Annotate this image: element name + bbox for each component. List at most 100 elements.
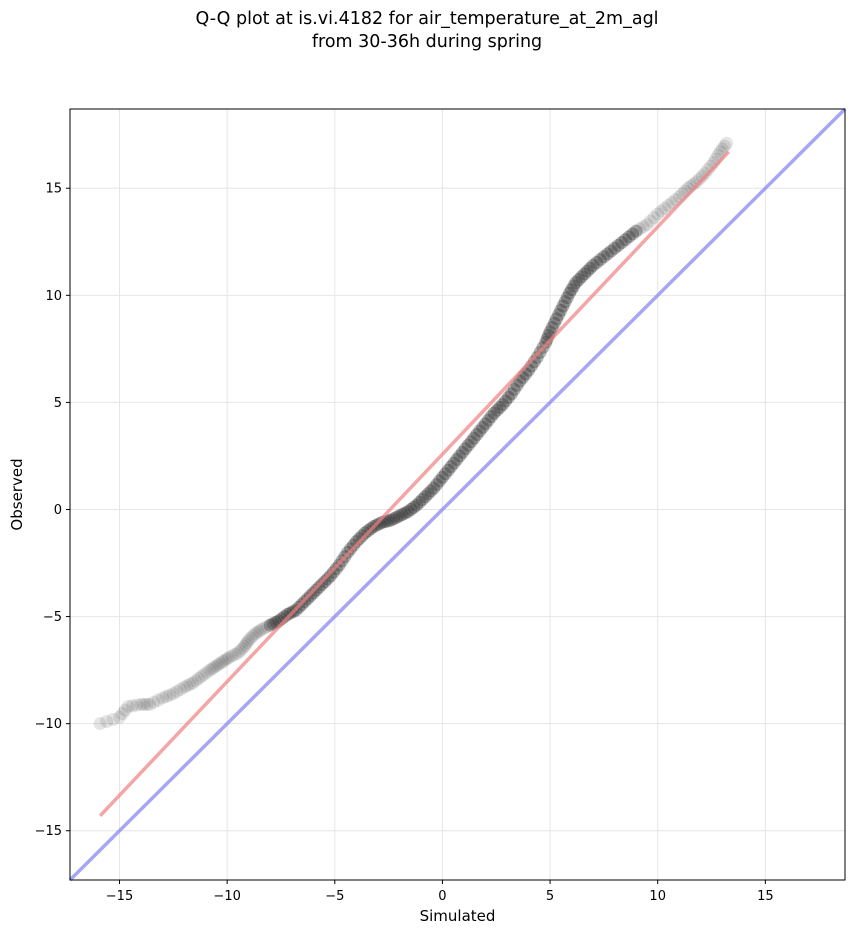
quantile-point	[467, 431, 481, 445]
quantile-point	[257, 621, 271, 635]
quantile-point	[644, 214, 658, 228]
x-tick-label: −5	[325, 889, 344, 904]
quantile-point	[134, 697, 148, 711]
quantile-point	[166, 687, 180, 701]
quantile-point	[392, 509, 406, 523]
quantile-point	[435, 470, 449, 484]
quantile-point	[715, 142, 729, 156]
quantile-point	[470, 428, 484, 442]
quantile-point	[565, 283, 579, 297]
quantile-point	[163, 688, 177, 702]
quantile-points	[93, 136, 734, 731]
quantile-point	[444, 460, 458, 474]
quantile-point	[315, 577, 329, 591]
quantile-point	[222, 650, 236, 664]
quantile-point	[194, 670, 208, 684]
plot-frame	[69, 108, 846, 881]
quantile-point	[113, 710, 127, 724]
quantile-point	[622, 230, 636, 244]
quantile-point	[404, 502, 418, 516]
quantile-point	[183, 677, 197, 691]
y-tick-label: 15	[45, 182, 62, 197]
quantile-point	[118, 703, 132, 717]
quantile-point	[418, 490, 432, 504]
quantile-point	[545, 320, 559, 334]
quantile-point	[410, 498, 424, 512]
quantile-point	[695, 169, 709, 183]
quantile-point	[575, 270, 589, 284]
quantile-point	[597, 250, 611, 264]
quantile-point	[180, 679, 194, 693]
quantile-point	[456, 445, 470, 459]
quantile-point	[240, 635, 254, 649]
quantile-point	[552, 308, 566, 322]
quantile-point	[421, 487, 435, 501]
quantile-point	[156, 691, 170, 705]
chart-title-line-2: from 30-36h during spring	[311, 32, 543, 52]
quantile-point	[191, 672, 205, 686]
quantile-point	[493, 400, 507, 414]
quantile-point	[266, 617, 280, 631]
quantile-point	[203, 663, 217, 677]
quantile-point	[207, 660, 221, 674]
quantile-point	[580, 264, 594, 278]
quantile-point	[562, 286, 576, 300]
quantile-point	[143, 697, 157, 711]
quantile-point	[547, 316, 561, 330]
quantile-point	[658, 201, 672, 215]
y-axis-label: Observed	[8, 458, 26, 530]
quantile-point	[558, 295, 572, 309]
quantile-point	[692, 172, 706, 186]
quantile-point	[228, 647, 242, 661]
quantile-point	[200, 665, 214, 679]
chart-title-line-1: Q-Q plot at is.vi.4182 for air_temperatu…	[195, 9, 659, 29]
quantile-point	[507, 383, 521, 397]
quantile-point	[578, 267, 592, 281]
quantile-point	[390, 510, 404, 524]
quantile-point	[326, 565, 340, 579]
quantile-point	[214, 656, 228, 670]
quantile-point	[151, 693, 165, 707]
quantile-point	[115, 707, 129, 721]
quantile-point	[280, 607, 294, 621]
quantile-point	[235, 642, 249, 656]
quantile-point	[346, 538, 360, 552]
quantile-point	[569, 275, 583, 289]
x-axis-label: Simulated	[420, 907, 496, 925]
quantile-point	[252, 624, 266, 638]
quantile-point	[464, 435, 478, 449]
y-tick-label: −5	[43, 610, 62, 625]
quantile-point	[453, 449, 467, 463]
quantile-point	[651, 207, 665, 221]
quantile-point	[590, 255, 604, 269]
quantile-point	[205, 662, 219, 676]
quantile-point	[484, 410, 498, 424]
quantile-point	[407, 500, 421, 514]
quantile-point	[499, 394, 513, 408]
quantile-point	[430, 478, 444, 492]
quantile-point	[93, 717, 107, 731]
quantile-point	[476, 420, 490, 434]
quantile-point	[611, 238, 625, 252]
y-tick-label: −10	[35, 717, 62, 732]
quantile-point	[212, 657, 226, 671]
quantile-point	[458, 442, 472, 456]
quantile-point	[355, 529, 369, 543]
x-tick-label: 5	[546, 889, 554, 904]
y-tick-label: 0	[54, 503, 62, 518]
x-tick-label: −15	[106, 889, 133, 904]
quantile-point	[530, 350, 544, 364]
quantile-point	[352, 532, 366, 546]
quantile-point	[626, 227, 640, 241]
quantile-point	[147, 695, 161, 709]
quantile-point	[387, 512, 401, 526]
reference-lines	[68, 107, 847, 882]
quantile-point	[618, 233, 632, 247]
quantile-point	[189, 674, 203, 688]
quantile-point	[125, 699, 139, 713]
quantile-point	[237, 640, 251, 654]
quantile-point	[600, 247, 614, 261]
quantile-point	[220, 652, 234, 666]
quantile-point	[260, 620, 274, 634]
